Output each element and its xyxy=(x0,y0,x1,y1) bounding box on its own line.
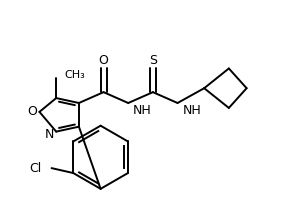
Text: Cl: Cl xyxy=(30,162,42,175)
Text: NH: NH xyxy=(182,104,201,117)
Text: NH: NH xyxy=(133,104,152,117)
Text: S: S xyxy=(149,54,157,67)
Text: N: N xyxy=(45,128,54,141)
Text: O: O xyxy=(28,105,37,118)
Text: O: O xyxy=(99,54,108,67)
Text: CH₃: CH₃ xyxy=(64,70,85,80)
